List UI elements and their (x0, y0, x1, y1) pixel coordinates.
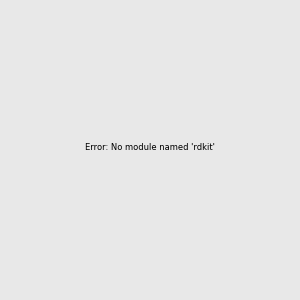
Text: Error: No module named 'rdkit': Error: No module named 'rdkit' (85, 143, 215, 152)
